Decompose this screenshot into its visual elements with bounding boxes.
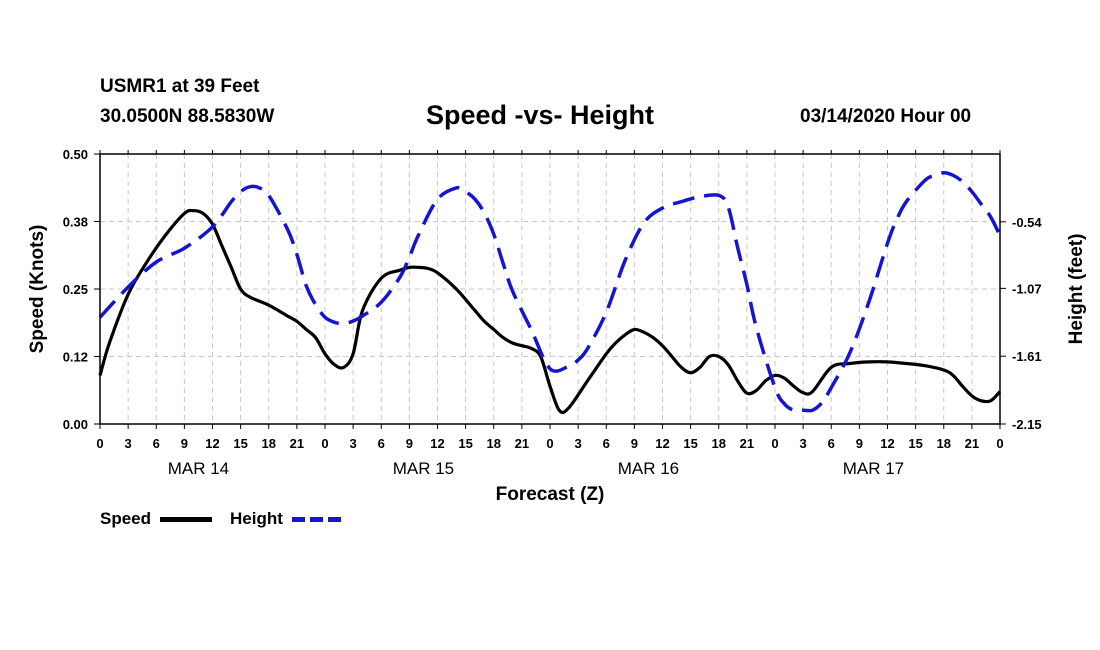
x-tick-label: 21	[965, 436, 979, 451]
x-tick-label: 3	[350, 436, 357, 451]
right-y-tick-label: -1.61	[1012, 349, 1042, 364]
x-tick-label: 12	[655, 436, 669, 451]
x-tick-label: 6	[153, 436, 160, 451]
right-axis-title: Height (feet)	[1066, 234, 1087, 345]
x-tick-label: 0	[771, 436, 778, 451]
x-tick-label: 18	[712, 436, 726, 451]
x-tick-label: 15	[683, 436, 697, 451]
axis-ticks	[94, 150, 1006, 429]
legend-speed-label: Speed	[100, 509, 152, 528]
legend-height-label: Height	[230, 509, 283, 528]
series-lines	[98, 171, 1002, 415]
coordinates-label: 30.0500N 88.5830W	[100, 106, 275, 127]
right-y-tick-label: -1.07	[1012, 281, 1042, 296]
x-tick-label: 9	[406, 436, 413, 451]
speed-series-line	[98, 208, 1002, 415]
x-tick-label: 15	[233, 436, 247, 451]
x-tick-label: 6	[828, 436, 835, 451]
x-tick-label: 6	[378, 436, 385, 451]
x-tick-label: 15	[908, 436, 922, 451]
x-tick-label: 15	[458, 436, 472, 451]
x-tick-label: 0	[546, 436, 553, 451]
x-axis-title: Forecast (Z)	[496, 484, 605, 505]
right-y-tick-label: -2.15	[1012, 417, 1042, 432]
day-label: MAR 14	[168, 459, 229, 478]
x-tick-label: 9	[181, 436, 188, 451]
legend-height-swatch	[292, 517, 342, 522]
left-y-tick-label: 0.38	[63, 215, 88, 230]
x-tick-label: 12	[880, 436, 894, 451]
x-tick-label: 3	[575, 436, 582, 451]
x-tick-label: 9	[631, 436, 638, 451]
x-tick-label: 9	[856, 436, 863, 451]
left-y-tick-label: 0.12	[63, 350, 88, 365]
x-tick-label: 0	[996, 436, 1003, 451]
x-tick-label: 12	[430, 436, 444, 451]
x-tick-label: 21	[290, 436, 304, 451]
x-tick-label: 12	[205, 436, 219, 451]
x-tick-label: 3	[125, 436, 132, 451]
day-label: MAR 16	[618, 459, 679, 478]
x-tick-label: 18	[262, 436, 276, 451]
x-tick-label: 18	[487, 436, 501, 451]
x-tick-label: 6	[603, 436, 610, 451]
right-y-tick-label: -0.54	[1012, 215, 1042, 230]
chart-title: Speed -vs- Height	[426, 100, 655, 130]
height-series-line	[98, 171, 1002, 413]
x-tick-label: 3	[800, 436, 807, 451]
forecast-timestamp: 03/14/2020 Hour 00	[800, 106, 972, 127]
day-label: MAR 17	[843, 459, 904, 478]
x-tick-label: 21	[515, 436, 529, 451]
day-label: MAR 15	[393, 459, 454, 478]
x-tick-label: 18	[937, 436, 951, 451]
x-tick-label: 0	[321, 436, 328, 451]
legend-speed-swatch	[160, 517, 212, 522]
x-tick-label: 21	[740, 436, 754, 451]
left-axis-title: Speed (Knots)	[27, 225, 48, 354]
x-tick-label: 0	[96, 436, 103, 451]
left-y-tick-label: 0.00	[63, 417, 88, 432]
axis-labels: 0 3 6 9 12 15 18 21 0 3 6 9 12 15 18 21 0 3 6 9 12 15 18 21 0 3 6 9…	[63, 147, 1043, 478]
station-label: USMR1 at 39 Feet	[100, 76, 260, 97]
left-y-tick-label: 0.25	[63, 282, 88, 297]
left-y-tick-label: 0.50	[63, 147, 88, 162]
